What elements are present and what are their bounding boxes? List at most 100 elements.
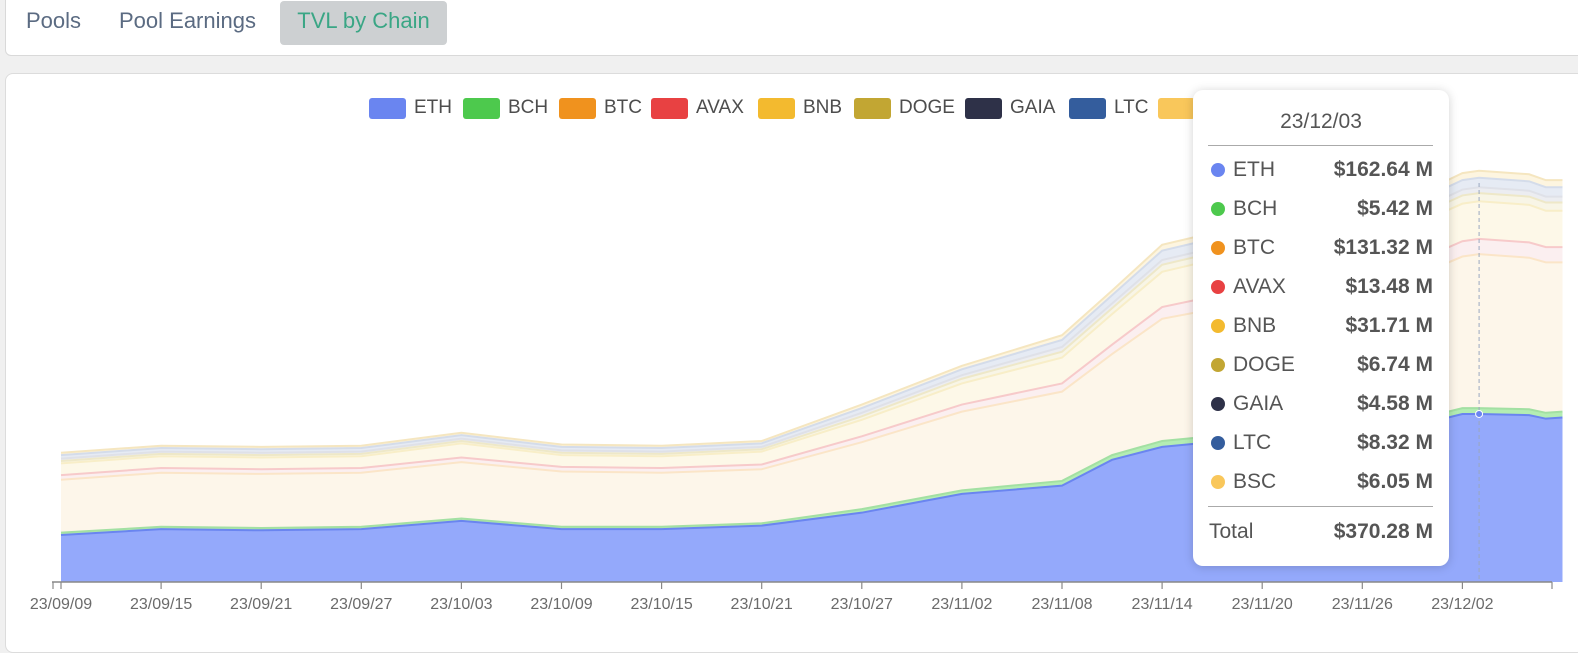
x-tick-label: 23/11/26 [1332, 596, 1393, 613]
x-tick-label: 23/09/21 [230, 596, 292, 613]
line-bsc [60, 169, 1563, 454]
legend-item-gaia[interactable]: GAIA [965, 96, 1055, 120]
line-doge [60, 192, 1563, 462]
tab-bar: Pools Pool Earnings TVL by Chain [5, 0, 1578, 56]
x-tick-label: 23/10/09 [530, 596, 592, 613]
x-tick-label: 23/10/15 [630, 596, 692, 613]
legend-swatch [369, 97, 406, 119]
tab-pools[interactable]: Pools [26, 8, 82, 33]
tooltip-row-eth: ETH $162.64 M [1208, 158, 1433, 182]
tooltip-dot [1211, 475, 1225, 489]
line-eth [60, 412, 1563, 536]
x-tick-label: 23/11/20 [1232, 596, 1293, 613]
area-doge [61, 193, 1563, 464]
tooltip-dot [1211, 241, 1225, 255]
tooltip-series-name: BNB [1233, 314, 1277, 337]
legend-label: BTC [604, 97, 642, 118]
tooltip-series-value: $162.64 M [1333, 158, 1433, 181]
tooltip-dot [1211, 202, 1225, 216]
tooltip-row-bsc: BSC $6.05 M [1208, 470, 1433, 494]
chart-tooltip: 23/12/03 ETH $162.64 M BCH $5.42 M BTC $131.3… [1193, 90, 1449, 566]
legend-swatch [559, 97, 596, 119]
line-gaia [60, 186, 1563, 460]
legend-label: BCH [508, 97, 549, 118]
area-btc [61, 254, 1563, 533]
tooltip-total: Total $370.28 M [1208, 520, 1433, 544]
legend-swatch [463, 97, 500, 119]
legend-item-avax[interactable]: AVAX [651, 96, 744, 120]
tooltip-row-ltc: LTC $8.32 M [1208, 431, 1433, 455]
area-bsc [61, 170, 1563, 456]
tooltip-total-label: Total [1209, 520, 1254, 543]
line-bnb [60, 200, 1563, 465]
tooltip-series-value: $5.42 M [1357, 197, 1433, 220]
area-eth [61, 413, 1563, 582]
tooltip-series-name: LTC [1233, 431, 1272, 454]
tooltip-series-name: AVAX [1233, 275, 1286, 298]
legend-item-ltc[interactable]: LTC [1069, 96, 1148, 120]
line-bch [60, 407, 1563, 534]
tooltip-row-doge: DOGE $6.74 M [1208, 353, 1433, 377]
tooltip-row-gaia: GAIA $4.58 M [1208, 392, 1433, 416]
legend-label: DOGE [899, 97, 955, 118]
area-bch [61, 408, 1563, 535]
tooltip-series-value: $8.32 M [1357, 431, 1433, 454]
line-btc [60, 253, 1563, 481]
area-gaia [61, 187, 1563, 461]
tooltip-divider [1208, 506, 1433, 507]
tooltip-row-btc: BTC $131.32 M [1208, 236, 1433, 260]
tooltip-series-value: $6.05 M [1357, 470, 1433, 493]
legend-swatch [651, 97, 688, 119]
tooltip-series-value: $6.74 M [1357, 353, 1433, 376]
legend-swatch [854, 97, 891, 119]
tooltip-dot [1211, 280, 1225, 294]
x-tick-label: 23/10/27 [831, 596, 893, 613]
legend-item-doge[interactable]: DOGE [854, 96, 955, 120]
x-tick-label: 23/09/27 [330, 596, 392, 613]
tooltip-series-name: GAIA [1233, 392, 1284, 415]
x-tick-label: 23/10/21 [731, 596, 793, 613]
tooltip-dot [1211, 319, 1225, 333]
tab-tvl-by-chain[interactable]: TVL by Chain [280, 1, 447, 45]
legend-label: LTC [1114, 97, 1149, 118]
tooltip-series-value: $31.71 M [1345, 314, 1433, 337]
tooltip-series-value: $131.32 M [1333, 236, 1433, 259]
tooltip-dot [1211, 397, 1225, 411]
plot-area [60, 169, 1563, 582]
legend-item-bnb[interactable]: BNB [758, 96, 842, 120]
legend-item-btc[interactable]: BTC [559, 96, 642, 120]
legend-swatch [758, 97, 795, 119]
x-tick-label: 23/11/08 [1031, 596, 1092, 613]
x-tick-label: 23/10/03 [430, 596, 492, 613]
tooltip-series-name: ETH [1233, 158, 1275, 181]
tooltip-divider [1208, 145, 1433, 146]
line-avax [60, 237, 1563, 477]
tooltip-date: 23/12/03 [1280, 110, 1362, 133]
tooltip-total-value: $370.28 M [1333, 520, 1433, 543]
tooltip-series-value: $4.58 M [1357, 392, 1433, 415]
legend-label: GAIA [1010, 97, 1056, 118]
tooltip-series-name: BTC [1233, 236, 1275, 259]
crosshair-point [1475, 409, 1484, 418]
tooltip-row-avax: AVAX $13.48 M [1208, 275, 1433, 299]
legend-item-bch[interactable]: BCH [463, 96, 548, 120]
x-tick-label: 23/09/09 [30, 596, 92, 613]
x-tick-label: 23/11/14 [1132, 596, 1193, 613]
legend-label: AVAX [696, 97, 744, 118]
area-bnb [61, 201, 1563, 476]
legend-label: ETH [414, 97, 452, 118]
x-tick-label: 23/09/15 [130, 596, 192, 613]
legend-item-eth[interactable]: ETH [369, 96, 452, 120]
tooltip-dot [1211, 358, 1225, 372]
legend-swatch [1158, 97, 1195, 119]
tab-pool-earnings[interactable]: Pool Earnings [119, 8, 256, 33]
legend-label: BNB [803, 97, 843, 118]
legend-swatch [965, 97, 1002, 119]
tooltip-series-value: $13.48 M [1345, 275, 1433, 298]
tooltip-row-bnb: BNB $31.71 M [1208, 314, 1433, 338]
legend-swatch [1069, 97, 1106, 119]
x-tick-label: 23/11/02 [931, 596, 992, 613]
tooltip-series-name: BCH [1233, 197, 1278, 220]
area-ltc [61, 177, 1563, 459]
